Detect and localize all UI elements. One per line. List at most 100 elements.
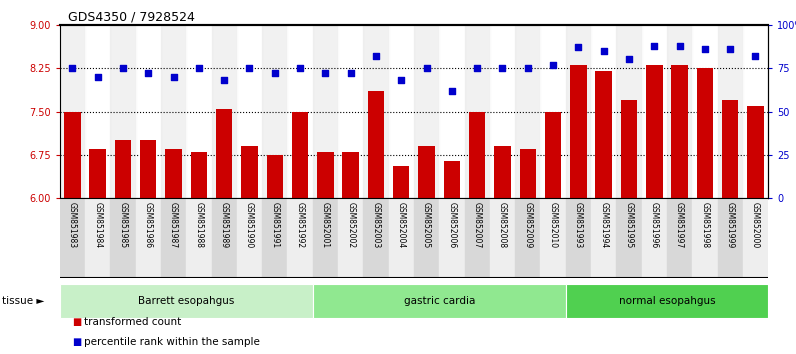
Bar	[465, 25, 490, 198]
Text: GSM852004: GSM852004	[396, 202, 406, 249]
Bar	[696, 68, 713, 198]
Bar	[241, 146, 258, 198]
Bar	[338, 198, 363, 278]
Bar	[490, 198, 515, 278]
Point	[673, 43, 686, 48]
Bar	[591, 198, 616, 278]
Bar	[566, 198, 591, 278]
Text: GSM852006: GSM852006	[447, 202, 456, 249]
Bar	[465, 198, 490, 278]
Bar	[439, 198, 465, 278]
Bar	[190, 152, 207, 198]
Bar	[115, 141, 131, 198]
Bar	[743, 25, 768, 198]
Bar	[388, 198, 414, 278]
Text: Barrett esopahgus: Barrett esopahgus	[138, 296, 234, 306]
Bar	[85, 25, 111, 198]
Point	[167, 74, 180, 80]
Bar	[540, 25, 566, 198]
Bar	[469, 112, 486, 198]
Bar	[111, 198, 135, 278]
Bar	[646, 65, 662, 198]
Bar	[393, 166, 409, 198]
Bar	[287, 198, 313, 278]
Text: GSM851996: GSM851996	[650, 202, 659, 249]
Bar	[64, 112, 80, 198]
Bar	[368, 91, 384, 198]
Bar	[60, 198, 85, 278]
Text: GSM852009: GSM852009	[523, 202, 533, 249]
Bar	[267, 155, 283, 198]
Text: GSM851988: GSM851988	[194, 202, 203, 248]
Text: GSM852008: GSM852008	[498, 202, 507, 249]
Bar	[186, 25, 212, 198]
Point	[521, 65, 534, 71]
Point	[66, 65, 79, 71]
Bar	[287, 25, 313, 198]
Point	[142, 70, 154, 76]
Text: GSM851998: GSM851998	[700, 202, 709, 249]
Bar	[313, 198, 338, 278]
Point	[345, 70, 357, 76]
Bar	[515, 198, 540, 278]
Text: GSM852003: GSM852003	[372, 202, 380, 249]
Bar	[494, 146, 511, 198]
Bar	[743, 198, 768, 278]
Text: gastric cardia: gastric cardia	[404, 296, 475, 306]
Text: GSM851999: GSM851999	[726, 202, 735, 249]
Bar	[161, 198, 186, 278]
Point	[116, 65, 129, 71]
Text: GSM852005: GSM852005	[422, 202, 431, 249]
Point	[319, 70, 332, 76]
Text: GSM851991: GSM851991	[271, 202, 279, 249]
Bar	[186, 198, 212, 278]
Bar	[166, 149, 181, 198]
Text: GSM851993: GSM851993	[574, 202, 583, 249]
Bar	[717, 25, 743, 198]
Bar	[621, 100, 638, 198]
Bar	[85, 198, 111, 278]
Text: ■: ■	[72, 318, 81, 327]
Text: normal esopahgus: normal esopahgus	[618, 296, 716, 306]
Text: GSM851985: GSM851985	[119, 202, 127, 249]
Bar	[566, 25, 591, 198]
Bar	[439, 25, 465, 198]
Bar	[642, 25, 667, 198]
Point	[92, 74, 104, 80]
Bar	[338, 25, 363, 198]
Text: GSM851983: GSM851983	[68, 202, 77, 249]
Text: GSM851994: GSM851994	[599, 202, 608, 249]
Point	[218, 78, 231, 83]
Text: GSM852001: GSM852001	[321, 202, 330, 249]
Bar	[135, 198, 161, 278]
Point	[395, 78, 408, 83]
Bar	[161, 25, 186, 198]
Text: GSM851989: GSM851989	[220, 202, 228, 249]
Text: GSM852002: GSM852002	[346, 202, 355, 249]
Bar	[212, 25, 236, 198]
Bar	[566, 284, 768, 318]
Bar	[490, 25, 515, 198]
Point	[243, 65, 256, 71]
Bar	[693, 25, 717, 198]
Point	[622, 57, 635, 62]
Text: ■: ■	[72, 337, 81, 347]
Bar	[419, 146, 435, 198]
Bar	[262, 25, 287, 198]
Bar	[515, 25, 540, 198]
Bar	[540, 198, 566, 278]
Bar	[317, 152, 334, 198]
Bar	[342, 152, 359, 198]
Bar	[236, 198, 262, 278]
Bar	[262, 198, 287, 278]
Point	[749, 53, 762, 59]
Text: GSM851986: GSM851986	[144, 202, 153, 249]
Bar	[60, 25, 85, 198]
Point	[648, 43, 661, 48]
Bar	[414, 198, 439, 278]
Bar	[140, 141, 157, 198]
Point	[369, 53, 382, 59]
Bar	[216, 109, 232, 198]
Text: GSM852010: GSM852010	[548, 202, 557, 249]
Text: percentile rank within the sample: percentile rank within the sample	[84, 337, 259, 347]
